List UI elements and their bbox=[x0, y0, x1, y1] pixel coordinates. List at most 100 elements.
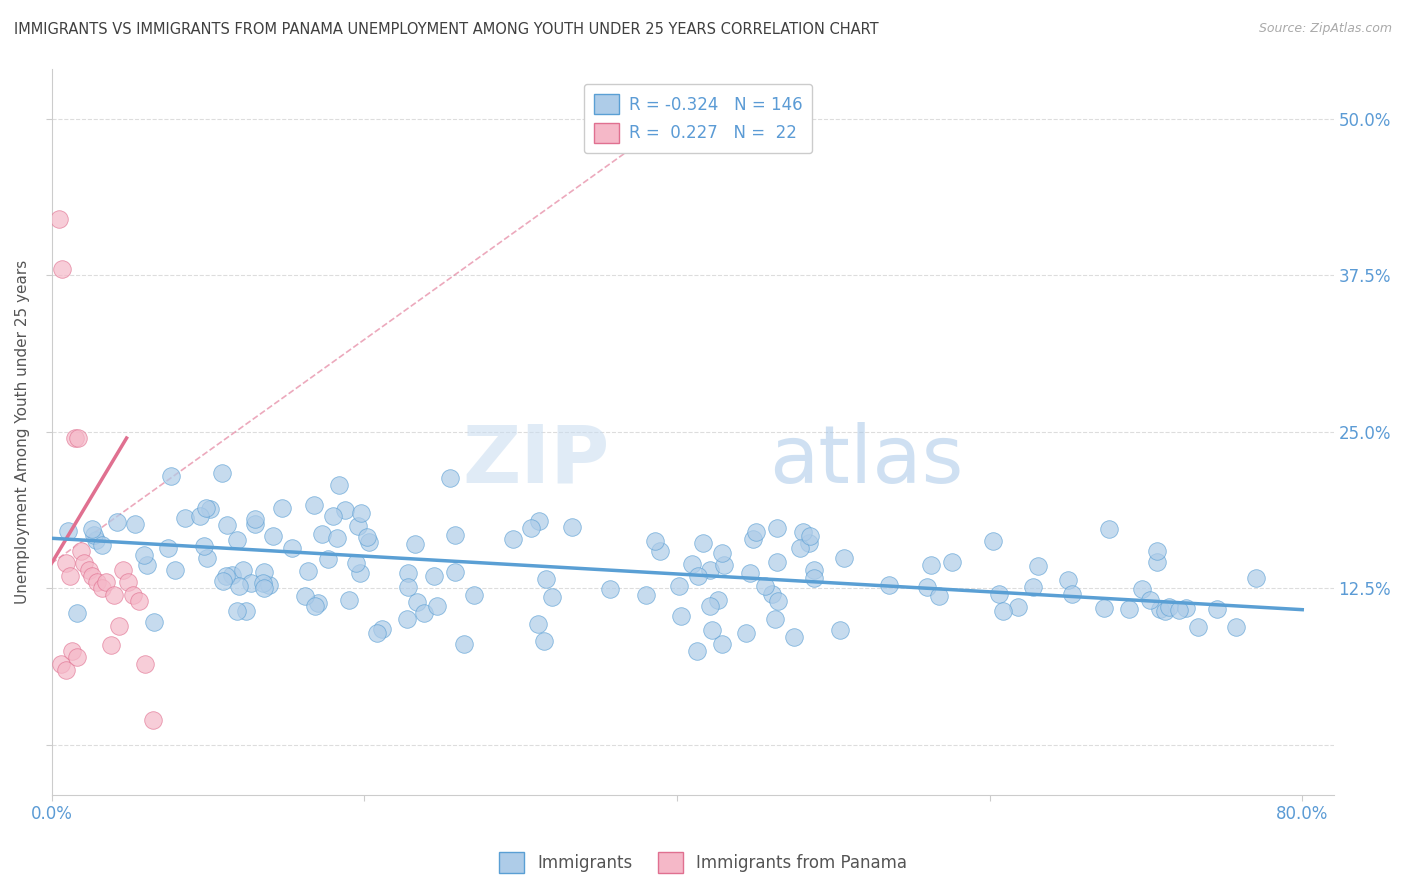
Point bbox=[281, 541, 304, 556]
Point bbox=[73, 557, 96, 571]
Point bbox=[713, 558, 735, 572]
Point bbox=[90, 582, 112, 596]
Point bbox=[536, 572, 558, 586]
Point bbox=[1130, 582, 1153, 596]
Point bbox=[1098, 522, 1121, 536]
Point bbox=[783, 630, 806, 644]
Point bbox=[100, 638, 122, 652]
Point bbox=[529, 514, 551, 528]
Point bbox=[710, 637, 733, 651]
Point bbox=[370, 622, 392, 636]
Point bbox=[232, 563, 254, 577]
Point bbox=[335, 503, 357, 517]
Point bbox=[297, 564, 319, 578]
Point bbox=[396, 611, 419, 625]
Point bbox=[412, 606, 434, 620]
Point bbox=[51, 262, 73, 277]
Point bbox=[350, 506, 373, 520]
Point bbox=[533, 633, 555, 648]
Point bbox=[423, 568, 446, 582]
Point bbox=[744, 524, 766, 539]
Point bbox=[214, 569, 236, 583]
Point bbox=[337, 593, 360, 607]
Point bbox=[322, 509, 344, 524]
Point bbox=[928, 589, 950, 603]
Point bbox=[318, 552, 340, 566]
Point bbox=[311, 527, 333, 541]
Point bbox=[1168, 603, 1191, 617]
Point bbox=[235, 604, 257, 618]
Point bbox=[48, 211, 70, 226]
Point bbox=[797, 536, 820, 550]
Point bbox=[83, 528, 105, 542]
Point bbox=[193, 540, 215, 554]
Point bbox=[1149, 602, 1171, 616]
Point bbox=[49, 657, 72, 671]
Point bbox=[225, 533, 247, 548]
Point bbox=[70, 543, 93, 558]
Point bbox=[735, 625, 758, 640]
Point bbox=[103, 588, 125, 602]
Point bbox=[396, 580, 419, 594]
Point bbox=[245, 517, 267, 532]
Point bbox=[444, 565, 467, 579]
Point bbox=[1060, 587, 1083, 601]
Point bbox=[1007, 600, 1029, 615]
Point bbox=[356, 530, 378, 544]
Point bbox=[1153, 604, 1175, 618]
Point bbox=[211, 574, 233, 588]
Point bbox=[252, 565, 274, 579]
Point bbox=[195, 551, 218, 566]
Y-axis label: Unemployment Among Youth under 25 years: Unemployment Among Youth under 25 years bbox=[15, 260, 30, 604]
Point bbox=[1146, 555, 1168, 569]
Point bbox=[740, 566, 762, 581]
Point bbox=[699, 599, 721, 613]
Point bbox=[987, 587, 1010, 601]
Point bbox=[307, 596, 329, 610]
Point bbox=[198, 501, 221, 516]
Point bbox=[142, 713, 165, 727]
Point bbox=[1139, 593, 1161, 607]
Point bbox=[55, 557, 77, 571]
Point bbox=[165, 563, 187, 577]
Point bbox=[304, 599, 326, 614]
Point bbox=[346, 519, 368, 533]
Point bbox=[766, 521, 789, 535]
Point bbox=[105, 515, 128, 529]
Point bbox=[271, 500, 294, 515]
Point bbox=[262, 529, 284, 543]
Point bbox=[65, 606, 87, 620]
Point bbox=[60, 644, 83, 658]
Point bbox=[766, 594, 789, 608]
Point bbox=[766, 555, 789, 569]
Point bbox=[700, 623, 723, 637]
Point bbox=[349, 566, 371, 580]
Point bbox=[502, 532, 524, 546]
Point bbox=[699, 563, 721, 577]
Point bbox=[707, 593, 730, 607]
Point bbox=[136, 558, 159, 572]
Text: ZIP: ZIP bbox=[463, 422, 609, 500]
Text: IMMIGRANTS VS IMMIGRANTS FROM PANAMA UNEMPLOYMENT AMONG YOUTH UNDER 25 YEARS COR: IMMIGRANTS VS IMMIGRANTS FROM PANAMA UNE… bbox=[14, 22, 879, 37]
Point bbox=[1206, 602, 1229, 616]
Point bbox=[686, 569, 709, 583]
Point bbox=[692, 536, 714, 550]
Point bbox=[832, 551, 855, 566]
Point bbox=[763, 612, 786, 626]
Point bbox=[669, 608, 692, 623]
Legend: R = -0.324   N = 146, R =  0.227   N =  22: R = -0.324 N = 146, R = 0.227 N = 22 bbox=[583, 84, 813, 153]
Point bbox=[1146, 544, 1168, 558]
Point bbox=[1022, 580, 1045, 594]
Point bbox=[188, 509, 211, 524]
Point bbox=[426, 599, 449, 613]
Point bbox=[63, 431, 86, 445]
Point bbox=[404, 536, 426, 550]
Point bbox=[107, 619, 129, 633]
Point bbox=[112, 563, 135, 577]
Point bbox=[1118, 602, 1140, 616]
Point bbox=[681, 557, 703, 571]
Point bbox=[1057, 574, 1080, 588]
Point bbox=[520, 521, 543, 535]
Point bbox=[541, 590, 564, 604]
Point bbox=[77, 563, 100, 577]
